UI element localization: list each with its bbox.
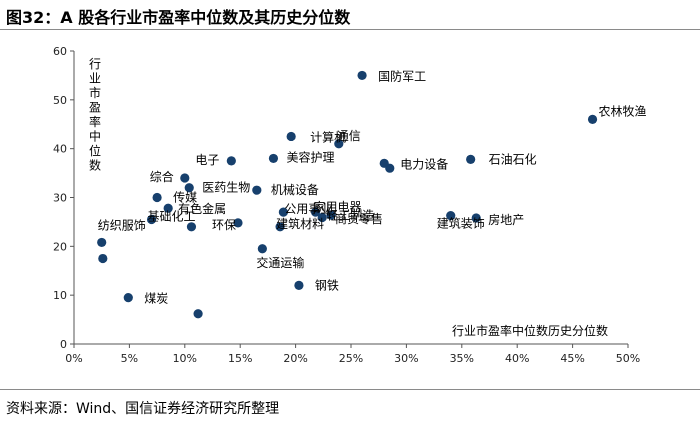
- data-point: [294, 280, 304, 290]
- x-axis-title: 行业市盈率中位数历史分位数: [452, 323, 608, 338]
- y-axis-title-char: 盈: [89, 101, 101, 115]
- data-point: [98, 253, 108, 264]
- data-point: [193, 309, 203, 319]
- x-tick-label: 30%: [394, 352, 418, 365]
- data-point: [334, 139, 344, 149]
- data-point: [326, 210, 336, 220]
- data-point: [226, 156, 236, 166]
- source-note: 资料来源：Wind、国信证券经济研究所整理: [6, 401, 280, 417]
- y-axis-title-char: 市: [89, 85, 101, 100]
- point-label: 通信: [337, 129, 361, 143]
- y-axis-title-char: 位: [89, 143, 101, 158]
- y-tick-label: 0: [60, 338, 67, 351]
- point-label: 有色金属: [178, 201, 226, 216]
- y-axis-title-char: 行: [89, 57, 101, 71]
- y-axis-title: 行业市盈率中位数: [89, 57, 101, 173]
- point-label: 国防军工: [378, 68, 426, 83]
- data-point: [278, 207, 289, 217]
- point-label: 机械设备: [271, 182, 319, 197]
- x-tick-label: 35%: [450, 352, 474, 365]
- y-tick-label: 40: [53, 143, 67, 156]
- point-label: 建筑材料: [276, 216, 324, 231]
- x-tick-label: 15%: [228, 352, 252, 365]
- data-point: [471, 213, 481, 223]
- point-label: 基础化工: [148, 209, 196, 223]
- point-label: 美容护理: [286, 149, 334, 164]
- point-label: 传媒: [173, 190, 197, 205]
- point-label: 电力设备: [400, 157, 448, 171]
- ticks: 0% 5% 10% 15% 20% 25% 30% 35% 40% 45% 50% 0 10 20 30 40…: [53, 45, 640, 365]
- x-tick-label: 0%: [65, 352, 82, 365]
- data-point: [123, 293, 133, 303]
- data-point: [184, 183, 194, 193]
- point-label: 房地产: [488, 212, 524, 227]
- point-label: 轻工制造: [326, 209, 374, 223]
- data-point: [357, 70, 367, 81]
- data-point: [252, 185, 262, 195]
- data-point: [180, 173, 190, 183]
- data-point: [310, 207, 321, 217]
- y-tick-label: 50: [53, 94, 67, 107]
- data-point: [446, 210, 456, 221]
- point-label: 纺织服饰: [98, 218, 146, 232]
- y-axis-title-char: 数: [89, 158, 101, 173]
- bottom-rule: [0, 389, 700, 390]
- point-label: 交通运输: [256, 255, 304, 270]
- figure-title: 图32：A 股各行业市盈率中位数及其历史分位数: [6, 8, 351, 27]
- top-rule: [0, 29, 700, 30]
- point-label: 家用电器: [314, 199, 362, 214]
- data-point: [233, 218, 243, 228]
- data-point: [186, 222, 197, 232]
- points: [97, 70, 598, 319]
- point-label: 农林牧渔: [599, 104, 647, 118]
- data-point: [97, 237, 107, 248]
- y-tick-label: 60: [53, 45, 67, 58]
- point-label: 综合: [150, 169, 174, 184]
- point-label: 医药生物: [202, 181, 250, 195]
- data-point: [146, 214, 157, 225]
- data-point: [385, 163, 395, 173]
- data-point: [275, 222, 285, 232]
- y-axis-title-char: 中: [89, 129, 101, 144]
- data-point: [286, 131, 296, 142]
- y-axis-title-char: 率: [89, 114, 101, 129]
- data-point: [268, 153, 279, 164]
- point-label: 石油石化: [489, 152, 537, 166]
- x-tick-label: 5%: [121, 352, 138, 365]
- point-label: 建筑装饰: [437, 216, 485, 231]
- x-tick-label: 45%: [560, 352, 584, 365]
- point-label: 电子: [195, 153, 219, 167]
- point-label: 钢铁: [315, 278, 339, 292]
- point-label: 商贸零售: [335, 211, 383, 226]
- x-tick-label: 50%: [616, 352, 640, 365]
- x-tick-label: 40%: [505, 352, 529, 365]
- y-axis-title-char: 业: [89, 72, 101, 86]
- data-point: [317, 212, 327, 223]
- data-point: [152, 192, 162, 203]
- point-label: 计算机: [310, 129, 346, 144]
- data-point: [466, 154, 476, 165]
- y-tick-label: 30: [53, 192, 67, 205]
- y-tick-label: 20: [53, 240, 67, 253]
- x-tick-label: 10%: [173, 352, 197, 365]
- y-tick-label: 10: [53, 289, 67, 302]
- x-tick-label: 25%: [339, 352, 363, 365]
- data-point: [587, 114, 598, 124]
- data-point: [257, 244, 267, 254]
- point-label: 煤炭: [144, 292, 168, 306]
- x-tick-label: 20%: [283, 352, 307, 365]
- point-label: 环保: [212, 218, 236, 232]
- point-label: 公用事业: [284, 202, 332, 216]
- data-point: [163, 203, 173, 213]
